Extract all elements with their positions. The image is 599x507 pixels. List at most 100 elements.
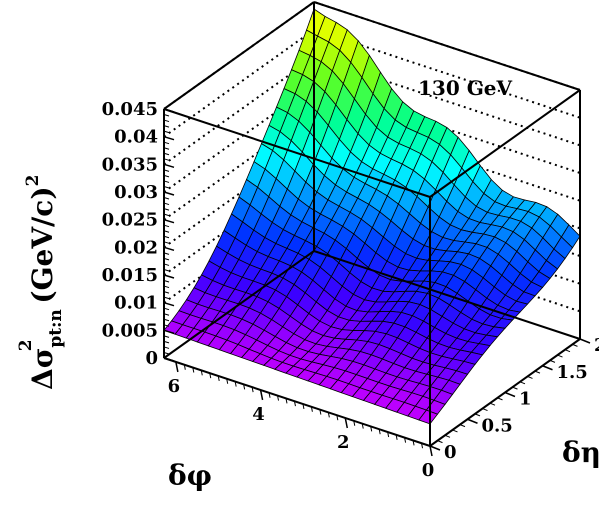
- y-minor-tick: [519, 381, 526, 385]
- z-tick-label: 0.005: [102, 320, 158, 341]
- frame-edge: [429, 89, 581, 198]
- z-minor-tick: [163, 313, 170, 316]
- z-grid-line: [163, 139, 581, 249]
- y-axis-title: δη: [562, 436, 599, 469]
- y-tick-label: 1: [519, 389, 532, 410]
- z-minor-tick: [163, 257, 170, 261]
- y-minor-tick: [549, 359, 556, 363]
- z-tick-mark: [163, 274, 175, 279]
- y-tick-label: 0: [444, 442, 457, 463]
- x-minor-tick: [251, 387, 254, 393]
- x-axis-title: δφ: [168, 459, 212, 492]
- z-minor-tick: [163, 318, 170, 322]
- z-minor-tick: [163, 213, 170, 217]
- frame-edge: [313, 1, 581, 91]
- z-grid-line: [163, 166, 581, 276]
- z-minor-tick: [163, 291, 170, 294]
- z-tick-mark: [163, 329, 175, 335]
- x-minor-tick: [192, 367, 195, 373]
- z-tick-label: 0.03: [114, 182, 158, 203]
- frame-edge: [163, 250, 315, 359]
- z-minor-tick: [163, 252, 170, 255]
- z-minor-tick: [163, 280, 170, 283]
- z-minor-tick: [163, 202, 170, 206]
- z-tick-label: 0.025: [102, 210, 158, 231]
- z-minor-tick: [163, 235, 170, 239]
- energy-annotation: 130 GeV: [418, 76, 513, 100]
- z-minor-tick: [163, 324, 170, 327]
- y-minor-tick: [452, 429, 458, 433]
- z-tick-labels: 0 0.005 0.01 0.015 0.02 0.025 0.03 0.035 0.04 0.0…: [102, 99, 158, 369]
- frame-edge: [163, 357, 431, 447]
- z-minor-tick: [163, 335, 170, 338]
- x-minor-tick: [370, 426, 373, 432]
- z-minor-tick: [163, 208, 170, 211]
- z-minor-tick: [163, 114, 170, 117]
- z-minor-tick: [163, 185, 170, 189]
- x-minor-tick: [226, 378, 229, 384]
- x-tick-labels: 0 2 4 6: [168, 376, 435, 481]
- frame-box: [163, 1, 581, 447]
- z-grid-line: [163, 83, 581, 193]
- z-minor-tick: [163, 119, 170, 123]
- z-grid-line: [163, 56, 581, 166]
- x-minor-tick: [404, 437, 407, 443]
- surface-cell: [418, 409, 439, 425]
- x-minor-tick: [378, 429, 381, 435]
- x-minor-tick: [260, 389, 263, 396]
- z-minor-tick: [163, 197, 170, 200]
- x-minor-tick: [310, 406, 313, 412]
- z-minor-tick: [163, 340, 170, 344]
- x-minor-tick: [353, 420, 356, 426]
- z-tick-label: 0.045: [102, 99, 158, 120]
- x-minor-tick: [243, 384, 246, 390]
- y-tick-label: 2: [594, 335, 599, 356]
- y-tick-label: 1.5: [557, 362, 588, 383]
- x-minor-tick: [268, 392, 271, 398]
- y-minor-tick: [489, 402, 496, 406]
- x-tick-mark: [429, 445, 433, 457]
- x-minor-tick: [175, 361, 178, 368]
- y-tick-label: 0.5: [482, 415, 513, 436]
- y-minor-tick: [497, 397, 503, 401]
- y-minor-tick: [534, 370, 541, 374]
- x-minor-tick: [395, 434, 398, 440]
- x-minor-tick: [336, 415, 339, 421]
- z-minor-tick: [163, 125, 170, 128]
- y-minor-tick: [504, 392, 511, 395]
- y-minor-tick: [527, 375, 533, 379]
- z-tick-mark: [163, 108, 175, 113]
- z-minor-tick: [163, 147, 170, 150]
- z-tick-mark: [163, 301, 175, 307]
- frame-edge: [313, 250, 581, 340]
- x-minor-tick: [421, 443, 424, 449]
- z-minor-tick: [163, 263, 170, 266]
- z-axis-title-unit: (GeV/c): [26, 186, 59, 313]
- x-minor-tick: [302, 403, 305, 410]
- z-minor-tick: [163, 285, 170, 289]
- x-minor-tick: [361, 423, 364, 429]
- y-minor-tick: [482, 408, 488, 412]
- y-minor-tick: [467, 418, 473, 422]
- y-minor-tick: [474, 413, 481, 417]
- z-axis-title-symbol: Δσ: [26, 348, 59, 390]
- z-minor-tick: [163, 169, 170, 172]
- x-minor-tick: [387, 431, 390, 438]
- z-grid-line: [163, 28, 581, 138]
- x-tick-label: 0: [422, 460, 435, 481]
- y-minor-tick: [572, 343, 578, 347]
- z-tick-mark: [163, 135, 175, 141]
- y-minor-tick: [437, 440, 443, 444]
- x-tick-label: 4: [252, 404, 265, 425]
- z-minor-tick: [163, 351, 170, 355]
- z-minor-tick: [163, 224, 170, 228]
- y-minor-tick: [542, 365, 548, 369]
- y-minor-tick: [459, 424, 466, 428]
- y-minor-tick: [564, 349, 571, 353]
- x-minor-tick: [234, 381, 237, 387]
- z-minor-tick: [163, 268, 170, 272]
- z-tick-mark: [163, 246, 175, 252]
- z-axis-title-sup: 2: [16, 339, 36, 351]
- z-minor-tick: [163, 174, 170, 178]
